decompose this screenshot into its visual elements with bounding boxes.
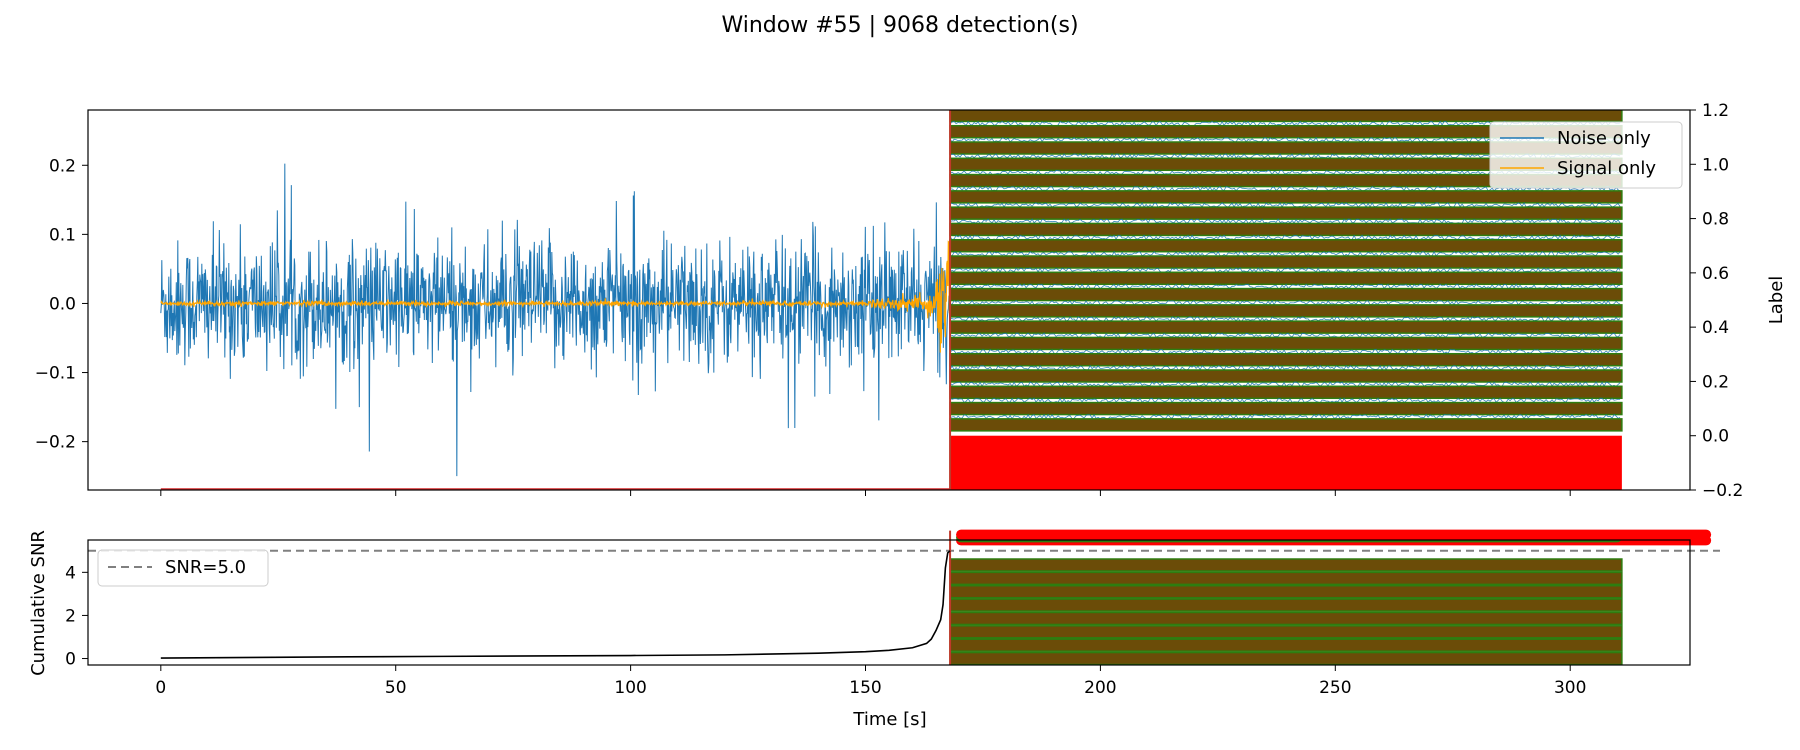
detection-band: [949, 336, 1623, 351]
detection-band: [949, 190, 1623, 204]
detection-band: [949, 418, 1623, 432]
bottom-x-tick-label: 300: [1554, 678, 1586, 698]
top-y-tick-label: 0.2: [49, 156, 76, 176]
snr-detection-band: [949, 571, 1623, 586]
noise-gap-trace: [950, 299, 1621, 306]
snr-detection-band: [949, 584, 1623, 599]
top-y2-tick-label: 0.8: [1702, 210, 1729, 230]
noise-gap-trace: [949, 413, 1621, 420]
top-y-tick-label: −0.2: [35, 433, 76, 453]
top-axes-frame: [87, 109, 1691, 491]
detection-band: [949, 255, 1623, 269]
bottom-x-ticks: 0 50 100 150 200 250 300: [155, 665, 1586, 698]
detection-red-block: [950, 435, 1622, 490]
bottom-x-tick-label: 0: [155, 678, 166, 698]
bottom-legend: SNR=5.0: [97, 549, 269, 587]
detection-band: [949, 206, 1623, 220]
noise-gap-trace: [949, 218, 1621, 225]
bottom-x-tick-label: 150: [849, 678, 881, 698]
top-y2-tick-label: 0.6: [1702, 264, 1729, 284]
detection-band: [949, 369, 1623, 383]
noise-only-series: [160, 163, 951, 477]
detection-band: [949, 271, 1623, 286]
bottom-x-tick-label: 50: [385, 678, 407, 698]
bottom-axes-frame: [87, 539, 1691, 666]
snr-top-marker-band: [956, 529, 1712, 540]
noise-gap-trace: [949, 397, 1621, 404]
top-y-tick-label: −0.1: [35, 364, 76, 384]
noise-gap-trace: [949, 234, 1621, 241]
top-legend: Noise only Signal only: [1489, 121, 1683, 189]
snr-detection-band: [949, 598, 1623, 612]
detection-band: [949, 320, 1623, 334]
top-y2-tick-label: 0.4: [1702, 318, 1729, 338]
legend-label-snr: SNR=5.0: [165, 557, 246, 578]
snr-detection-band: [949, 611, 1623, 626]
top-y2-tick-label: 0.2: [1702, 372, 1729, 392]
detection-band: [949, 222, 1623, 237]
signal-only-series: [160, 240, 951, 353]
bottom-y-tick-label: 0: [65, 650, 76, 670]
detection-band: [949, 352, 1623, 367]
bottom-y-label: Cumulative SNR: [28, 530, 49, 676]
noise-gap-trace: [950, 250, 1621, 257]
legend-label-noise: Noise only: [1557, 128, 1651, 149]
noise-gap-trace: [949, 365, 1621, 371]
top-panel: 0.2 0.1 0.0 −0.1 −0.2 1.2 1.0 0.8 0.6 0.4 0.2 0.0 −…: [35, 101, 1787, 501]
bottom-x-tick-label: 200: [1084, 678, 1116, 698]
top-y-tick-label: 0.1: [49, 225, 76, 245]
noise-gap-trace: [950, 332, 1621, 338]
top-x-ticks: [160, 490, 1571, 496]
noise-gap-trace: [949, 348, 1621, 355]
top-y2-label: Label: [1766, 276, 1787, 325]
bottom-y-tick-label: 2: [65, 606, 76, 626]
detection-band: [949, 304, 1623, 318]
legend-label-signal: Signal only: [1557, 158, 1656, 179]
noise-gap-trace: [950, 202, 1621, 208]
bottom-y-tick-label: 4: [65, 563, 76, 583]
x-axis-label: Time [s]: [852, 709, 926, 730]
top-y2-ticks: 1.2 1.0 0.8 0.6 0.4 0.2 0.0 −0.2: [1690, 101, 1743, 501]
top-y2-tick-label: 1.2: [1702, 101, 1729, 121]
bottom-y-ticks: 4 2 0: [65, 563, 88, 670]
top-y-tick-label: 0.0: [49, 294, 76, 314]
snr-detection-band: [949, 558, 1623, 572]
detection-band: [949, 385, 1623, 400]
bottom-plot-area: [88, 529, 1720, 666]
noise-gap-trace: [949, 267, 1621, 274]
bottom-x-tick-label: 250: [1319, 678, 1351, 698]
snr-detection-band: [949, 651, 1623, 666]
top-y-ticks: 0.2 0.1 0.0 −0.1 −0.2: [35, 156, 88, 453]
bottom-x-tick-label: 100: [614, 678, 646, 698]
detection-band: [949, 110, 1623, 123]
top-y2-tick-label: 1.0: [1702, 155, 1729, 175]
detection-band: [949, 238, 1623, 253]
snr-detection-band: [949, 638, 1623, 652]
top-y2-tick-label: −0.2: [1702, 481, 1743, 501]
detection-band: [949, 287, 1623, 302]
detection-band: [949, 401, 1623, 416]
top-plot-area: [160, 110, 1623, 490]
bottom-detection-marks: [949, 529, 1712, 666]
top-y2-tick-label: 0.0: [1702, 427, 1729, 447]
cumulative-snr-series: [160, 550, 951, 659]
snr-detection-band: [949, 625, 1623, 639]
figure-title: Window #55 | 9068 detection(s): [721, 13, 1078, 38]
bottom-panel: 4 2 0 0 50 100 150 200 250 300 Cumulative SNR Ti…: [28, 529, 1720, 730]
